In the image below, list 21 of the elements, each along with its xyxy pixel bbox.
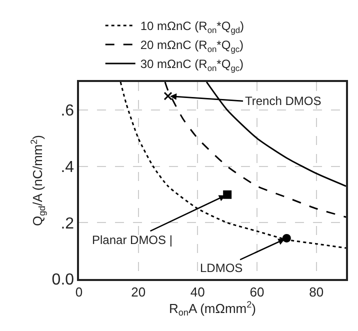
x-tick-label: 80	[309, 284, 324, 300]
annotation: Trench DMOS	[245, 94, 322, 108]
legend-label: 20 mΩnC (R$_{on}$*Q$_{gc}$)	[140, 38, 244, 54]
x-tick-label: 0	[75, 284, 83, 300]
x-tick-label: 20	[131, 284, 146, 300]
point	[282, 234, 291, 242]
point	[223, 190, 232, 199]
line-series	[206, 82, 346, 187]
y-tick-label: .2	[60, 215, 74, 232]
legend-label: 10 mΩnC (R$_{on}$*Q$_{gd}$)	[140, 19, 244, 35]
annotation: Planar DMOS |	[92, 233, 172, 247]
x-tick-label: 40	[190, 284, 205, 300]
x-tick-label: 60	[250, 284, 264, 300]
annotation: LDMOS	[200, 261, 243, 275]
point	[164, 92, 172, 100]
y-tick-label: 0.0	[52, 272, 74, 289]
x-axis-title: R$_{on}$A (mΩmm$^{2}$)	[168, 299, 256, 318]
y-tick-label: .6	[60, 102, 74, 120]
y-tick-label: .4	[60, 159, 74, 176]
legend-label: 30 mΩnC (R$_{on}$*Q$_{gc}$)	[140, 57, 244, 73]
line-series	[164, 82, 346, 218]
